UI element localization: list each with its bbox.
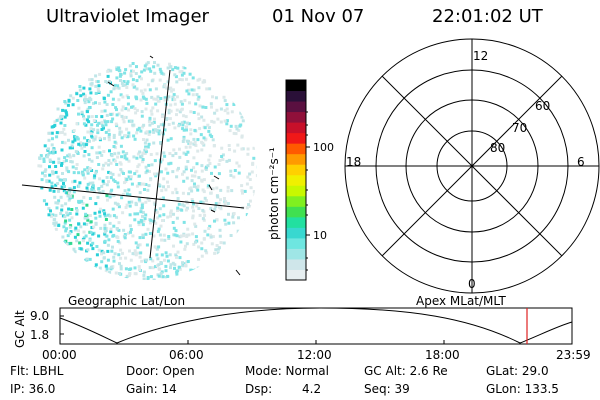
colorbar-band: [286, 195, 306, 207]
colorbar-band: [286, 101, 306, 113]
colorbar-band: [286, 132, 306, 144]
image-latitude-line: [21, 184, 245, 209]
orbit-altitude-curve: [59, 307, 573, 344]
polar-label-18: 18: [346, 155, 361, 169]
timeline-panel: [59, 307, 573, 345]
status-glat: GLat: 29.0: [486, 364, 549, 378]
image-meridian-line: [149, 69, 171, 259]
image-date: 01 Nov 07: [272, 6, 365, 27]
polar-label-0: 0: [468, 277, 476, 291]
polar-ring-label-70: 70: [512, 121, 527, 135]
timeline-y-tick-1-8: 1.8: [30, 328, 49, 342]
colorbar-tick-10: 10: [313, 229, 327, 242]
status-gain: Gain: 14: [126, 382, 177, 396]
timeline-x-tick-1800: 18:00: [425, 348, 460, 362]
polar-label-12: 12: [473, 49, 488, 63]
status-sequence: Seq: 39: [364, 382, 410, 396]
colorbar-band: [286, 248, 306, 260]
status-door: Door: Open: [126, 364, 195, 378]
status-dsp-value: 4.2: [302, 382, 322, 396]
colorbar-tick-100: 100: [313, 141, 334, 154]
timeline-y-label: GC Alt: [13, 310, 27, 348]
colorbar-band: [286, 227, 306, 239]
timeline-x-tick-0000: 00:00: [42, 348, 77, 362]
status-mode: Mode: Normal: [245, 364, 329, 378]
app-title: Ultraviolet Imager: [46, 6, 209, 27]
polar-ring-label-60: 60: [535, 99, 550, 113]
colorbar-band: [286, 122, 306, 134]
colorbar-band: [286, 206, 306, 218]
colorbar-unit-label: photon cm⁻²s⁻¹: [267, 147, 281, 240]
status-ip: IP: 36.0: [10, 382, 56, 396]
colorbar-band: [286, 153, 306, 165]
timeline-x-tick-2359: 23:59: [556, 348, 591, 362]
colorbar-band: [286, 111, 306, 123]
timeline-x-tick-0600: 06:00: [169, 348, 204, 362]
image-time: 22:01:02 UT: [432, 6, 543, 27]
status-gc-alt: GC Alt: 2.6 Re: [364, 364, 448, 378]
colorbar: 100 10 photon cm⁻²s⁻¹: [267, 79, 334, 281]
colorbar-band: [286, 258, 306, 270]
timeline-x-tick-1200: 12:00: [297, 348, 332, 362]
colorbar-band: [286, 237, 306, 249]
polar-ring-label-80: 80: [490, 141, 505, 155]
polar-label-6: 6: [577, 155, 585, 169]
colorbar-band: [286, 164, 306, 176]
polar-grid: [344, 38, 600, 294]
status-filter: Flt: LBHL: [10, 364, 64, 378]
status-glon: GLon: 133.5: [486, 382, 559, 396]
timeline-right-title: Apex MLat/MLT: [416, 294, 506, 308]
uv-image-disc: [37, 60, 257, 280]
colorbar-band: [286, 80, 306, 92]
image-stray-marks: [107, 55, 241, 276]
colorbar-band: [286, 269, 306, 281]
status-dsp-label: Dsp:: [245, 382, 273, 396]
colorbar-band: [286, 90, 306, 102]
colorbar-band: [286, 216, 306, 228]
timeline-left-title: Geographic Lat/Lon: [68, 294, 185, 308]
timeline-y-tick-9: 9.0: [30, 309, 49, 323]
colorbar-band: [286, 185, 306, 197]
colorbar-band: [286, 143, 306, 155]
colorbar-band: [286, 174, 306, 186]
